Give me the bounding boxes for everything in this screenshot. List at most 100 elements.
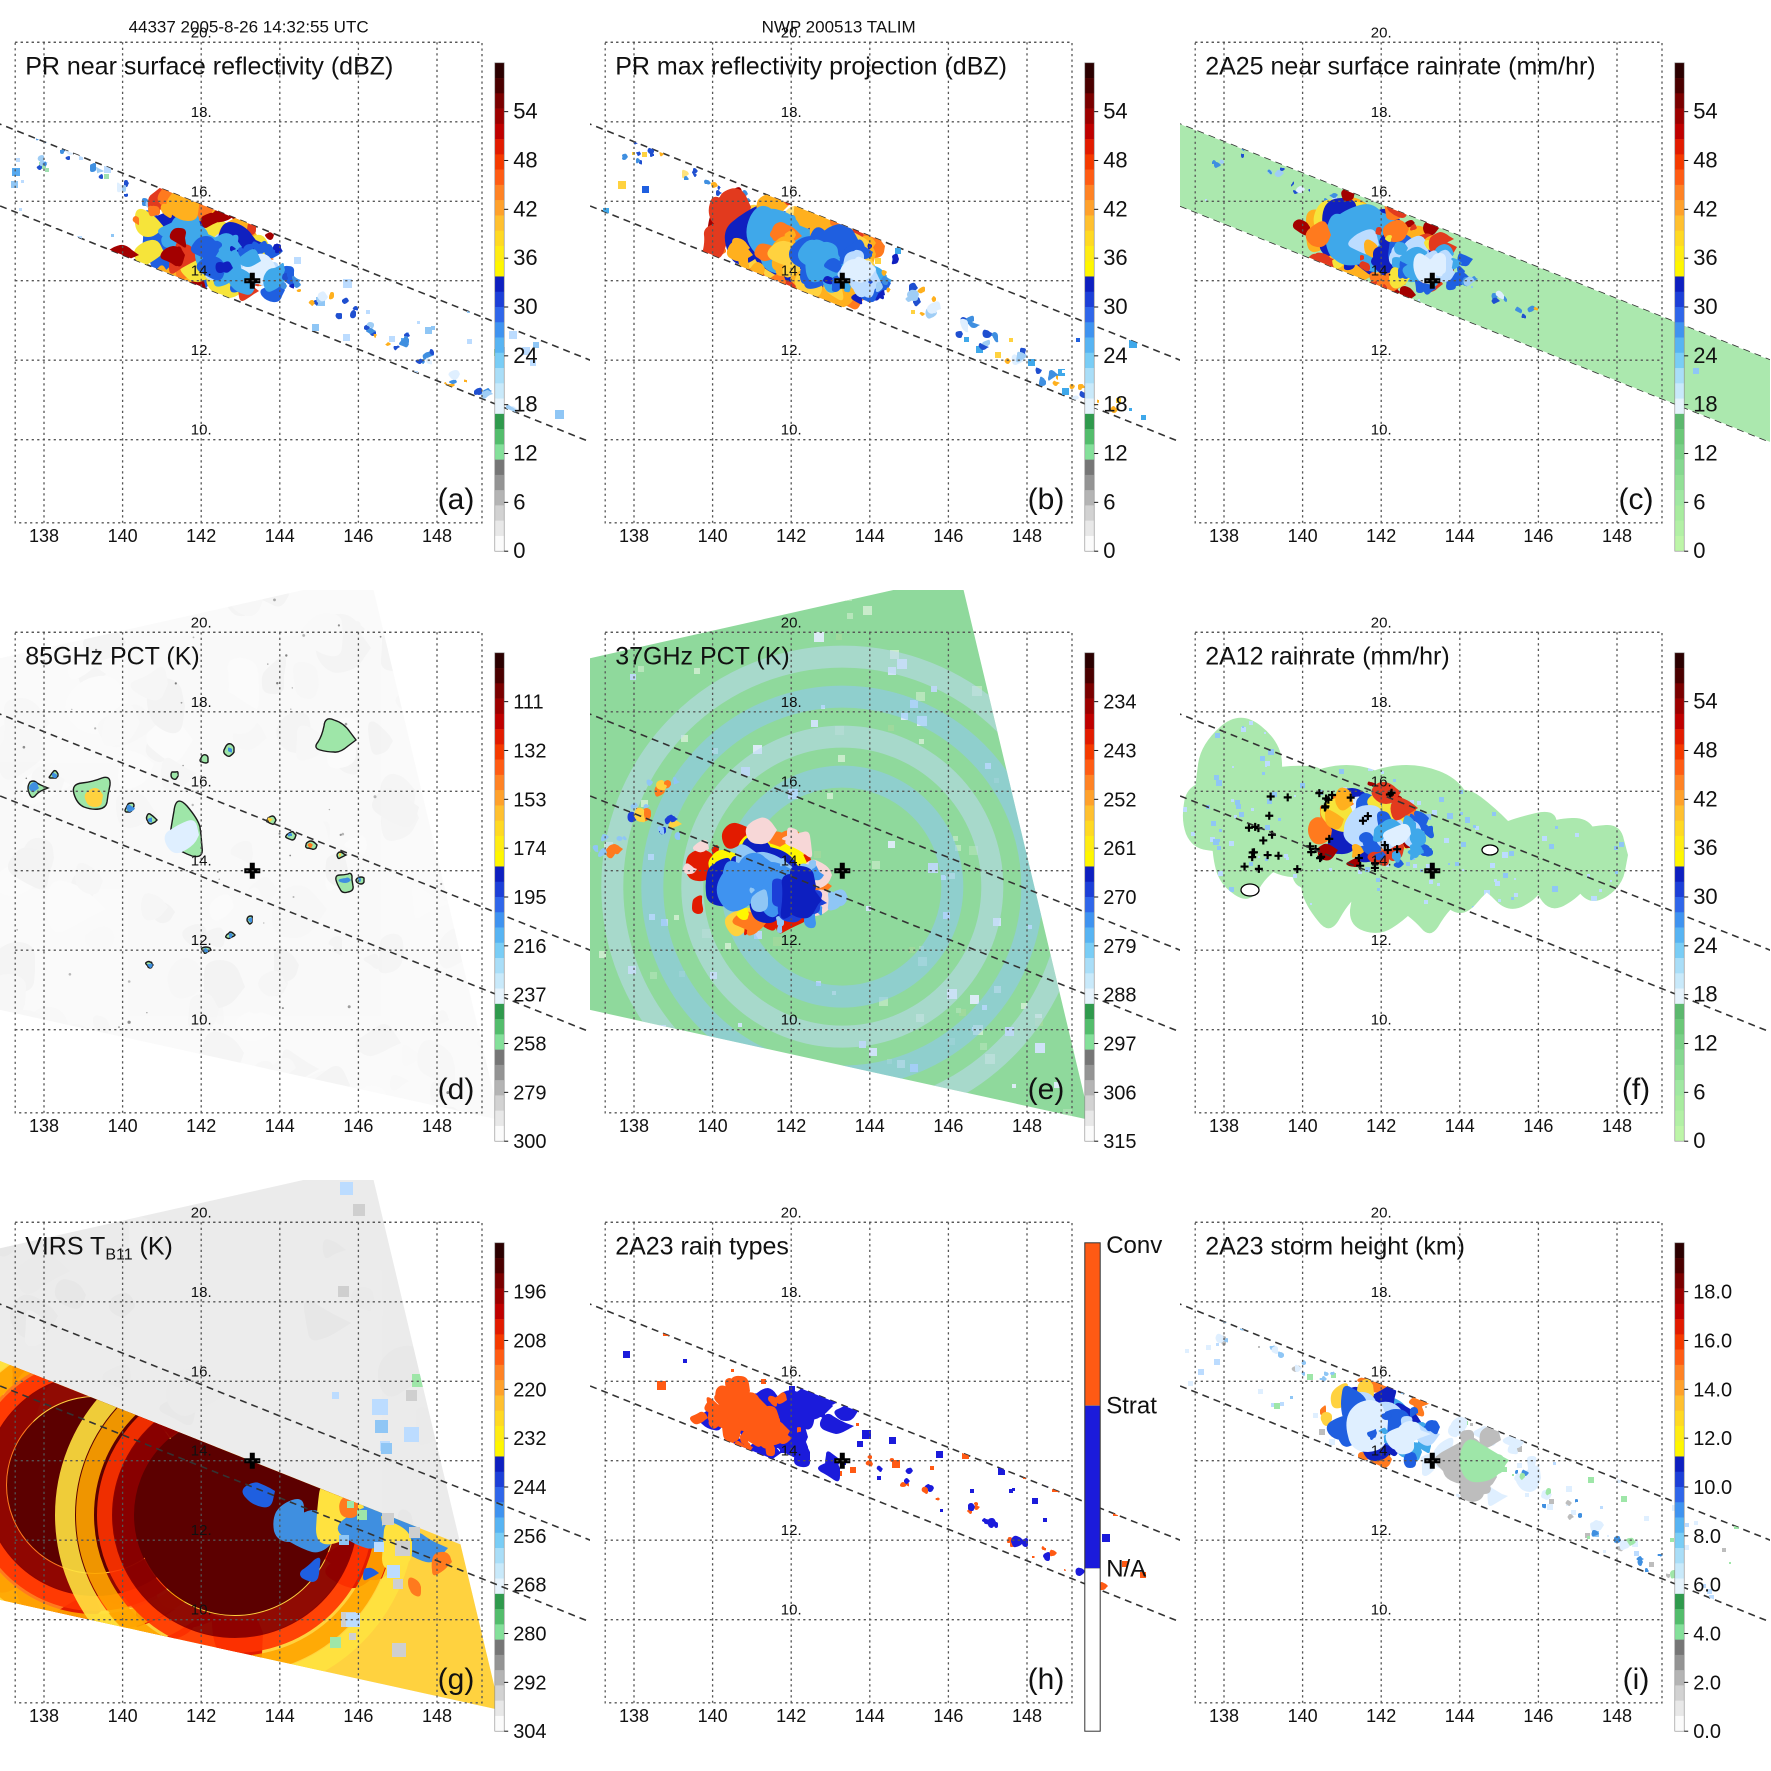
svg-text:12.: 12. <box>191 932 212 949</box>
svg-text:30: 30 <box>1693 884 1717 909</box>
svg-text:37GHz PCT (K): 37GHz PCT (K) <box>615 642 790 670</box>
svg-text:144: 144 <box>855 1116 885 1136</box>
svg-text:12.: 12. <box>1371 1522 1392 1539</box>
svg-text:148: 148 <box>1602 1116 1632 1136</box>
svg-text:18.: 18. <box>1371 694 1392 711</box>
svg-text:(i): (i) <box>1623 1663 1650 1696</box>
svg-text:146: 146 <box>933 1706 963 1726</box>
svg-text:18.: 18. <box>781 1284 802 1301</box>
svg-text:16.0: 16.0 <box>1693 1330 1732 1352</box>
svg-text:NWP 200513 TALIM: NWP 200513 TALIM <box>762 17 916 36</box>
svg-text:N/A: N/A <box>1106 1555 1146 1582</box>
svg-text:144: 144 <box>1445 526 1475 546</box>
svg-text:2.0: 2.0 <box>1693 1672 1721 1694</box>
svg-text:138: 138 <box>619 1706 649 1726</box>
svg-text:48: 48 <box>513 147 537 172</box>
svg-text:148: 148 <box>1012 526 1042 546</box>
svg-text:148: 148 <box>422 526 452 546</box>
svg-text:280: 280 <box>513 1624 546 1646</box>
svg-text:(f): (f) <box>1622 1073 1650 1106</box>
svg-text:140: 140 <box>1288 526 1318 546</box>
svg-text:PR max reflectivity projection: PR max reflectivity projection (dBZ) <box>615 52 1007 80</box>
svg-text:258: 258 <box>513 1034 546 1056</box>
svg-text:140: 140 <box>108 526 138 546</box>
svg-text:42: 42 <box>1693 196 1717 221</box>
svg-text:16.: 16. <box>191 1363 212 1380</box>
svg-text:12.0: 12.0 <box>1693 1428 1732 1450</box>
svg-text:44337 2005-8-26 14:32:55 UTC: 44337 2005-8-26 14:32:55 UTC <box>129 17 369 36</box>
svg-text:30: 30 <box>1693 294 1717 319</box>
svg-text:PR near surface reflectivity (: PR near surface reflectivity (dBZ) <box>25 52 393 80</box>
svg-text:142: 142 <box>1366 1116 1396 1136</box>
svg-text:144: 144 <box>1445 1706 1475 1726</box>
svg-text:10.: 10. <box>781 422 802 439</box>
svg-text:148: 148 <box>1012 1116 1042 1136</box>
svg-text:140: 140 <box>698 526 728 546</box>
svg-text:14.: 14. <box>191 1443 212 1460</box>
svg-text:304: 304 <box>513 1721 546 1743</box>
svg-text:148: 148 <box>1012 1706 1042 1726</box>
svg-text:10.: 10. <box>781 1602 802 1619</box>
svg-text:244: 244 <box>513 1477 546 1499</box>
svg-text:18: 18 <box>1693 392 1717 417</box>
svg-text:292: 292 <box>513 1672 546 1694</box>
svg-text:12.: 12. <box>191 1522 212 1539</box>
svg-text:20.: 20. <box>191 614 212 631</box>
svg-text:0: 0 <box>513 538 525 563</box>
svg-text:14.0: 14.0 <box>1693 1379 1732 1401</box>
svg-text:10.: 10. <box>1371 1602 1392 1619</box>
svg-text:12.: 12. <box>191 342 212 359</box>
svg-text:16.: 16. <box>191 773 212 790</box>
svg-text:14.: 14. <box>191 853 212 870</box>
svg-text:146: 146 <box>933 526 963 546</box>
svg-text:138: 138 <box>29 1116 59 1136</box>
svg-text:208: 208 <box>513 1330 546 1352</box>
svg-text:6: 6 <box>1693 489 1705 514</box>
svg-text:10.: 10. <box>1371 1012 1392 1029</box>
svg-text:0: 0 <box>1103 538 1115 563</box>
svg-text:2A12 rainrate (mm/hr): 2A12 rainrate (mm/hr) <box>1205 642 1450 670</box>
svg-text:24: 24 <box>1693 343 1717 368</box>
svg-text:14.: 14. <box>1371 263 1392 280</box>
svg-text:54: 54 <box>513 99 537 124</box>
svg-text:20.: 20. <box>781 1204 802 1221</box>
svg-text:140: 140 <box>1288 1116 1318 1136</box>
svg-text:138: 138 <box>1209 1706 1239 1726</box>
svg-text:142: 142 <box>186 1116 216 1136</box>
svg-text:142: 142 <box>186 526 216 546</box>
svg-text:54: 54 <box>1693 99 1717 124</box>
svg-text:18: 18 <box>1103 392 1127 417</box>
svg-text:18.: 18. <box>191 104 212 121</box>
svg-text:138: 138 <box>29 526 59 546</box>
svg-text:42: 42 <box>1693 786 1717 811</box>
svg-text:140: 140 <box>1288 1706 1318 1726</box>
svg-text:12.: 12. <box>1371 342 1392 359</box>
svg-text:12: 12 <box>1693 441 1717 466</box>
svg-text:30: 30 <box>513 294 537 319</box>
svg-text:10.0: 10.0 <box>1693 1477 1732 1499</box>
svg-text:144: 144 <box>265 1706 295 1726</box>
svg-text:138: 138 <box>619 1116 649 1136</box>
svg-text:48: 48 <box>1693 737 1717 762</box>
svg-text:243: 243 <box>1103 740 1136 762</box>
svg-text:24: 24 <box>1103 343 1127 368</box>
svg-text:144: 144 <box>265 526 295 546</box>
svg-text:148: 148 <box>422 1116 452 1136</box>
svg-text:6: 6 <box>1103 489 1115 514</box>
svg-text:20.: 20. <box>781 614 802 631</box>
svg-text:2A23 rain types: 2A23 rain types <box>615 1232 789 1260</box>
svg-text:261: 261 <box>1103 838 1136 860</box>
svg-text:10.: 10. <box>191 1012 212 1029</box>
svg-text:12.: 12. <box>781 342 802 359</box>
svg-text:288: 288 <box>1103 985 1136 1007</box>
svg-text:0: 0 <box>1693 1128 1705 1153</box>
svg-text:18.: 18. <box>1371 1284 1392 1301</box>
svg-text:0: 0 <box>1693 538 1705 563</box>
svg-text:234: 234 <box>1103 692 1136 714</box>
svg-text:16.: 16. <box>781 183 802 200</box>
svg-text:18.: 18. <box>191 1284 212 1301</box>
svg-text:16.: 16. <box>1371 1363 1392 1380</box>
svg-text:(c): (c) <box>1619 483 1654 516</box>
svg-text:195: 195 <box>513 887 546 909</box>
svg-text:14.: 14. <box>1371 853 1392 870</box>
